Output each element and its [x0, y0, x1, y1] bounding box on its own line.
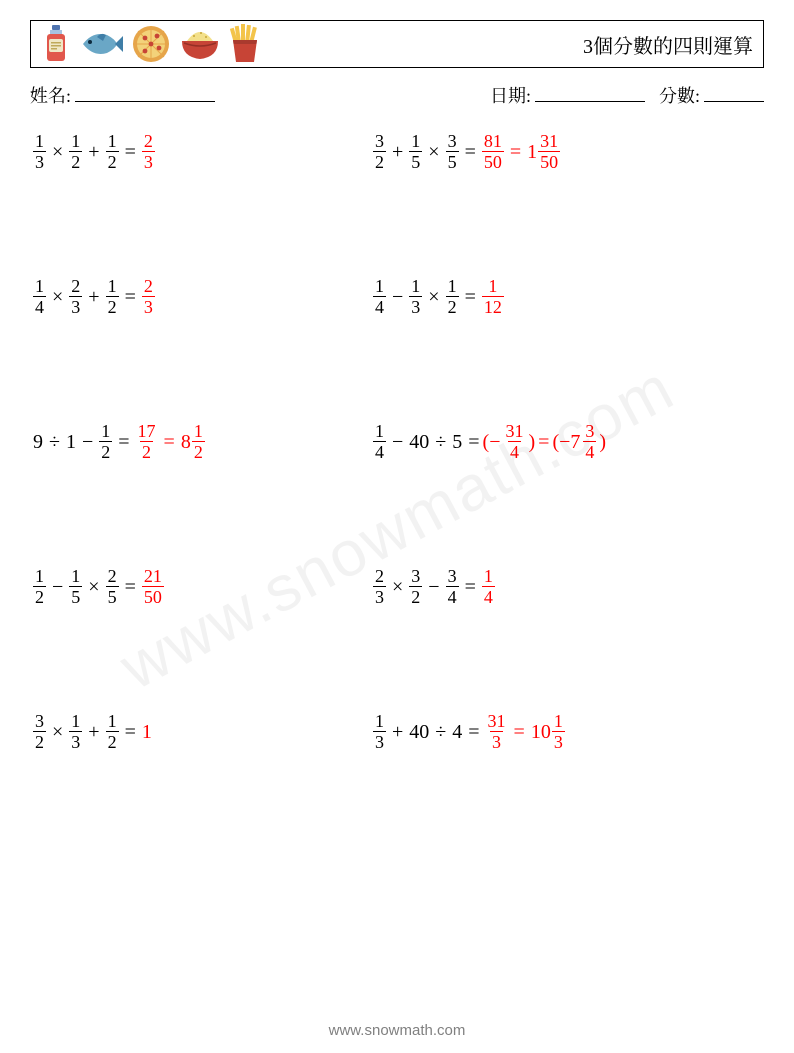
date-label: 日期:	[490, 82, 531, 108]
problem-right: 32+15×35=8150=13150	[370, 132, 764, 171]
sauce-bottle-icon	[41, 25, 71, 63]
problem-row: 12−15×25=215023×32−34=14	[30, 567, 764, 606]
problems-area: 13×12+12=2332+15×35=8150=13150 14×23+12=2…	[30, 132, 764, 751]
expression: 23×32−34=14	[370, 567, 764, 606]
problem-right: 23×32−34=14	[370, 567, 764, 606]
score-label: 分數:	[659, 82, 700, 108]
expression: 14×23+12=23	[30, 277, 370, 316]
pizza-icon	[131, 24, 171, 64]
header-icons	[41, 24, 261, 64]
header-box: 3個分數的四則運算	[30, 20, 764, 68]
expression: 13+40÷4=313=1013	[370, 712, 764, 751]
date-blank[interactable]	[535, 101, 645, 102]
score-blank[interactable]	[704, 101, 764, 102]
name-label: 姓名:	[30, 82, 71, 108]
fish-icon	[79, 29, 123, 59]
problem-row: 32×13+12=113+40÷4=313=1013	[30, 712, 764, 751]
expression: 9÷1−12=172=812	[30, 422, 370, 461]
expression: 32×13+12=1	[30, 712, 370, 751]
info-row: 姓名: 日期: 分數:	[30, 82, 764, 108]
problem-right: 14−40÷5=(−314)=(−734)	[370, 422, 764, 461]
problem-right: 14−13×12=112	[370, 277, 764, 316]
problem-left: 9÷1−12=172=812	[30, 422, 370, 461]
rice-bowl-icon	[179, 27, 221, 61]
expression: 12−15×25=2150	[30, 567, 370, 606]
problem-row: 9÷1−12=172=81214−40÷5=(−314)=(−734)	[30, 422, 764, 461]
problem-row: 14×23+12=2314−13×12=112	[30, 277, 764, 316]
problem-left: 12−15×25=2150	[30, 567, 370, 606]
expression: 14−40÷5=(−314)=(−734)	[370, 422, 764, 461]
problem-left: 32×13+12=1	[30, 712, 370, 751]
fries-icon	[229, 24, 261, 64]
problem-right: 13+40÷4=313=1013	[370, 712, 764, 751]
problem-left: 14×23+12=23	[30, 277, 370, 316]
worksheet-title: 3個分數的四則運算	[583, 30, 753, 59]
problem-row: 13×12+12=2332+15×35=8150=13150	[30, 132, 764, 171]
expression: 14−13×12=112	[370, 277, 764, 316]
footer-link: www.snowmath.com	[0, 1022, 794, 1039]
expression: 13×12+12=23	[30, 132, 370, 171]
problem-left: 13×12+12=23	[30, 132, 370, 171]
expression: 32+15×35=8150=13150	[370, 132, 764, 171]
name-blank[interactable]	[75, 101, 215, 102]
